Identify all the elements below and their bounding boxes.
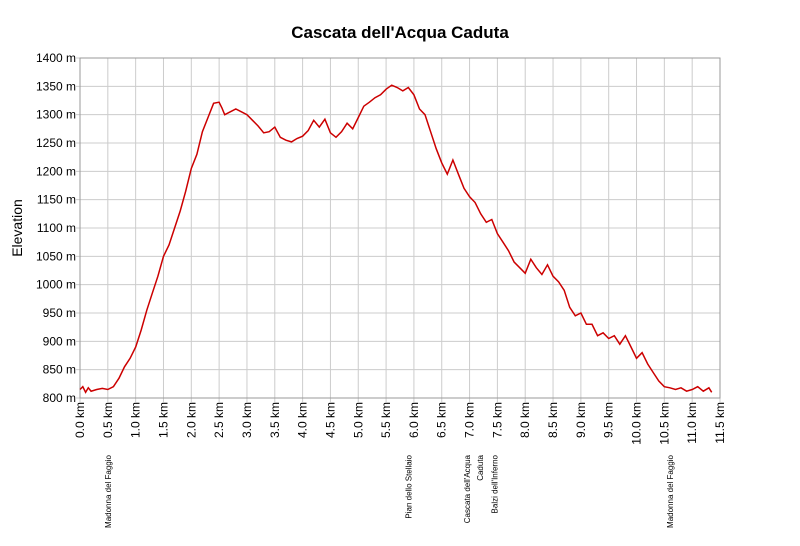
x-tick-label: 9.5 km bbox=[602, 402, 616, 438]
y-tick-label: 1050 m bbox=[36, 249, 76, 263]
x-tick-label: 4.0 km bbox=[296, 402, 310, 438]
x-tick-label: 11.0 km bbox=[685, 402, 699, 444]
waypoint-label: Madonna del Faggio bbox=[104, 454, 113, 527]
x-tick-label: 4.5 km bbox=[323, 402, 337, 438]
x-tick-label: 0.5 km bbox=[101, 402, 115, 438]
x-tick-label: 7.0 km bbox=[463, 402, 477, 438]
x-tick-label: 1.0 km bbox=[129, 402, 143, 438]
y-tick-label: 850 m bbox=[43, 363, 76, 377]
y-tick-label: 950 m bbox=[43, 306, 76, 320]
x-tick-label: 5.5 km bbox=[379, 402, 393, 438]
x-tick-label: 0.0 km bbox=[73, 402, 87, 438]
x-tick-label: 2.5 km bbox=[212, 402, 226, 438]
y-tick-label: 800 m bbox=[43, 391, 76, 405]
x-tick-label: 1.5 km bbox=[156, 402, 170, 438]
y-tick-label: 1400 m bbox=[36, 51, 76, 65]
chart-title: Cascata dell'Acqua Caduta bbox=[291, 23, 509, 42]
x-tick-label: 8.0 km bbox=[518, 402, 532, 438]
x-tick-label: 11.5 km bbox=[713, 402, 727, 444]
y-tick-label: 1100 m bbox=[37, 221, 76, 235]
x-tick-label: 10.5 km bbox=[657, 402, 671, 445]
waypoint-labels: Madonna del Faggio Pian dello Stellaio Cas… bbox=[104, 454, 675, 528]
y-tick-labels: 800 m 850 m 900 m 950 m 1000 m 1050 m 1100 m 11… bbox=[36, 51, 76, 405]
x-tick-labels: 0.0 km 0.5 km 1.0 km 1.5 km 2.0 km 2.5 km 3.0 … bbox=[73, 402, 727, 445]
waypoint-label: Caduta bbox=[476, 454, 485, 480]
elevation-series-line bbox=[79, 84, 713, 394]
x-tick-label: 9.0 km bbox=[574, 402, 588, 438]
x-tick-label: 2.0 km bbox=[184, 402, 198, 438]
waypoint-label: Madonna del Faggio bbox=[666, 454, 675, 527]
waypoint-label: Pian dello Stellaio bbox=[404, 454, 413, 518]
y-tick-label: 900 m bbox=[43, 334, 76, 348]
y-tick-label: 1150 m bbox=[37, 193, 76, 207]
x-tick-label: 6.5 km bbox=[435, 402, 449, 438]
y-tick-label: 1300 m bbox=[36, 108, 76, 122]
y-tick-label: 1000 m bbox=[36, 278, 76, 292]
x-tick-label: 7.5 km bbox=[490, 402, 504, 438]
y-axis-label: Elevation bbox=[9, 199, 25, 257]
x-tick-label: 8.5 km bbox=[546, 402, 560, 438]
plot-frame bbox=[79, 57, 721, 399]
waypoint-label: Balzi dell'Inferno bbox=[491, 454, 500, 513]
y-tick-label: 1200 m bbox=[36, 164, 76, 178]
x-tick-label: 5.0 km bbox=[351, 402, 365, 438]
y-tick-label: 1250 m bbox=[36, 136, 76, 150]
x-tick-label: 6.0 km bbox=[407, 402, 421, 438]
grid bbox=[76, 57, 721, 402]
x-tick-label: 3.0 km bbox=[240, 402, 254, 438]
x-tick-label: 10.0 km bbox=[630, 402, 644, 445]
y-tick-label: 1350 m bbox=[36, 79, 76, 93]
waypoint-label: Cascata dell'Acqua bbox=[463, 454, 472, 523]
x-tick-label: 3.5 km bbox=[268, 402, 282, 438]
